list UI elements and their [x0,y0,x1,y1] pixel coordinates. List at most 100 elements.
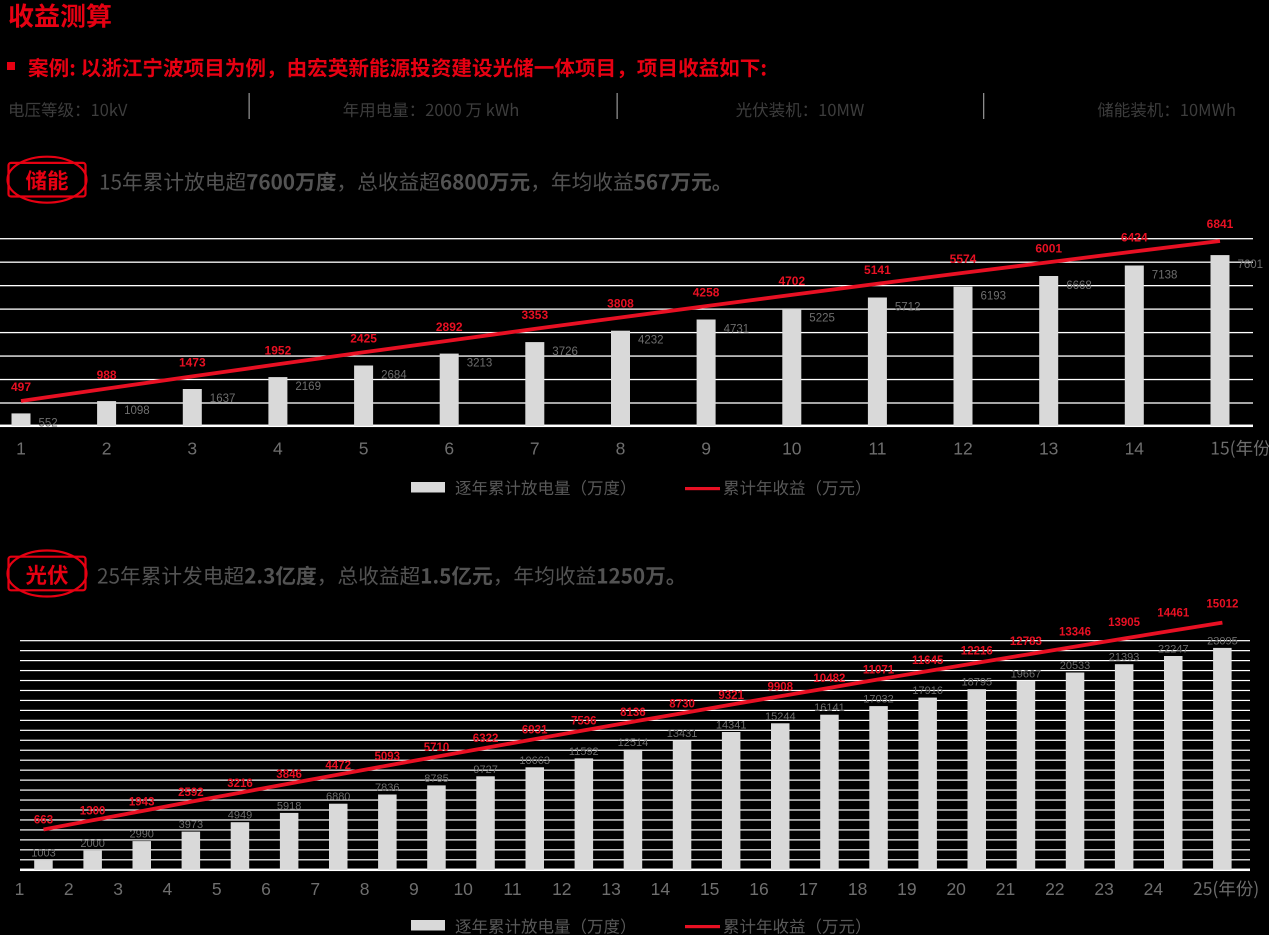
svg-text:552: 552 [39,417,58,429]
svg-text:4: 4 [163,879,173,899]
svg-text:21: 21 [996,879,1015,899]
svg-text:12216: 12216 [961,645,993,657]
svg-text:13905: 13905 [1108,617,1141,629]
svg-text:18795: 18795 [962,677,993,689]
svg-text:13: 13 [1039,439,1058,459]
svg-text:11: 11 [868,439,886,459]
svg-text:15: 15 [700,879,719,899]
svg-text:4232: 4232 [638,335,664,347]
svg-text:23: 23 [1094,879,1113,899]
svg-text:6322: 6322 [473,733,499,745]
svg-text:2: 2 [64,879,74,899]
svg-text:3973: 3973 [179,819,203,831]
svg-text:19667: 19667 [1011,668,1042,680]
svg-text:18: 18 [848,879,867,899]
svg-text:4949: 4949 [228,810,252,822]
svg-text:20533: 20533 [1060,660,1091,672]
svg-text:3: 3 [113,879,123,899]
svg-text:9: 9 [409,879,419,899]
svg-text:3213: 3213 [467,358,493,370]
svg-text:5141: 5141 [864,263,891,277]
svg-text:20: 20 [946,879,966,899]
svg-text:5093: 5093 [375,751,401,763]
svg-text:6193: 6193 [981,291,1007,303]
svg-text:7138: 7138 [1152,270,1178,282]
svg-text:3: 3 [187,439,197,459]
svg-text:17032: 17032 [863,694,894,706]
svg-text:2892: 2892 [436,320,463,334]
svg-text:663: 663 [34,815,53,827]
svg-text:14: 14 [1125,439,1145,459]
svg-text:8: 8 [616,439,626,459]
svg-text:9321: 9321 [718,690,744,702]
svg-text:4: 4 [273,439,283,459]
svg-text:988: 988 [97,368,117,382]
svg-text:7601: 7601 [1238,259,1264,271]
svg-text:1: 1 [16,439,26,459]
svg-text:21393: 21393 [1109,652,1140,664]
svg-text:6880: 6880 [326,791,350,803]
svg-text:5574: 5574 [950,252,977,266]
svg-text:12: 12 [953,439,972,459]
svg-text:24: 24 [1144,879,1164,899]
svg-text:5: 5 [212,879,222,899]
svg-text:497: 497 [11,380,31,394]
svg-text:2592: 2592 [178,787,204,799]
svg-text:6668: 6668 [1066,280,1092,292]
svg-text:8785: 8785 [424,773,448,785]
svg-text:2425: 2425 [350,332,377,346]
svg-text:1: 1 [15,879,25,899]
svg-text:15012: 15012 [1206,598,1238,610]
svg-text:6001: 6001 [1035,241,1062,255]
svg-text:9: 9 [701,439,711,459]
svg-text:7: 7 [310,879,320,899]
svg-text:6424: 6424 [1121,231,1148,245]
svg-text:5712: 5712 [895,302,921,314]
svg-text:1098: 1098 [124,405,150,417]
svg-text:6: 6 [444,439,454,459]
svg-text:12514: 12514 [618,737,649,749]
svg-text:2000: 2000 [80,838,104,850]
svg-text:1300: 1300 [80,806,106,818]
svg-text:6841: 6841 [1207,217,1234,231]
svg-text:14341: 14341 [716,720,747,732]
svg-text:3726: 3726 [552,346,578,358]
svg-text:19: 19 [897,879,916,899]
svg-text:12783: 12783 [1010,636,1042,648]
svg-text:4472: 4472 [325,760,351,772]
svg-text:6: 6 [261,879,271,899]
svg-text:11645: 11645 [912,655,944,667]
svg-text:12: 12 [552,879,571,899]
svg-text:10: 10 [453,879,473,899]
svg-text:10482: 10482 [813,673,845,685]
svg-text:2: 2 [102,439,112,459]
svg-text:9727: 9727 [473,764,497,776]
svg-text:4731: 4731 [724,324,750,336]
svg-text:8730: 8730 [669,698,695,710]
svg-text:8: 8 [360,879,370,899]
svg-text:22: 22 [1045,879,1064,899]
svg-text:5: 5 [359,439,369,459]
svg-text:7836: 7836 [375,782,399,794]
svg-text:3353: 3353 [521,308,548,322]
svg-text:14: 14 [651,879,671,899]
svg-text:10: 10 [782,439,802,459]
svg-text:16141: 16141 [814,702,845,714]
svg-text:8136: 8136 [620,707,646,719]
svg-text:1473: 1473 [179,356,206,370]
svg-text:3808: 3808 [607,297,634,311]
svg-text:1637: 1637 [210,393,236,405]
svg-text:3216: 3216 [227,778,253,790]
svg-text:4258: 4258 [693,285,720,299]
svg-text:2684: 2684 [381,370,407,382]
svg-text:16: 16 [749,879,768,899]
svg-text:14461: 14461 [1157,608,1190,620]
svg-text:1952: 1952 [265,344,292,358]
svg-text:5225: 5225 [809,312,835,324]
svg-text:5710: 5710 [424,742,450,754]
svg-text:5918: 5918 [277,800,301,812]
svg-text:17: 17 [799,879,818,899]
svg-text:4702: 4702 [778,274,805,288]
svg-text:9908: 9908 [768,681,794,693]
svg-text:13346: 13346 [1059,626,1091,638]
